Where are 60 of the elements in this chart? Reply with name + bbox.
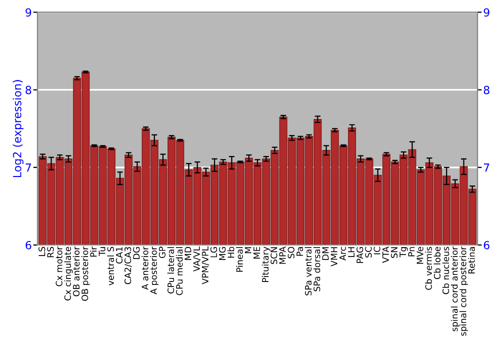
x-tick-label: SC xyxy=(365,246,372,258)
x-tick-label: LG xyxy=(210,247,218,258)
x-tick-label: Cb lobe xyxy=(434,246,441,280)
x-tick-label: VTA xyxy=(382,246,389,263)
x-tick-label: CA2/CA3 xyxy=(124,247,132,284)
x-tick-label: A posterior xyxy=(150,246,159,294)
x-tick-label: CA1 xyxy=(116,247,123,264)
x-tick-label: RS xyxy=(47,246,54,258)
x-tick-label: ventral S xyxy=(107,246,114,286)
x-tick-label: Cx motor xyxy=(56,246,62,286)
x-tick-label: Cb vermis xyxy=(425,246,432,290)
x-tick-label: ME xyxy=(254,246,260,259)
x-tick-label: VMH xyxy=(330,247,338,266)
x-tick-label: Tg xyxy=(400,247,408,258)
x-tick-label: Hb xyxy=(227,246,234,258)
x-tick-label: Pir xyxy=(90,246,97,257)
y2-tick-label: 8 xyxy=(484,86,490,94)
y-tick-label: 8 xyxy=(26,86,32,94)
y2-tick-label: 9 xyxy=(484,8,490,17)
x-tick-label: Tu xyxy=(98,247,106,256)
x-tick-label: Pineal xyxy=(236,247,243,272)
x-tick-label: Pn xyxy=(408,247,415,256)
x-tick-label: Arc xyxy=(339,246,346,261)
x-tick-label: VA/VL xyxy=(193,246,201,272)
x-tick-label: VPM/VPL xyxy=(202,246,210,284)
x-tick-label: OB posterior xyxy=(81,246,90,301)
x-tick-label: Retina xyxy=(468,247,475,274)
x-tick-label: DG xyxy=(133,247,140,260)
x-tick-label: A anterior xyxy=(142,246,148,290)
x-tick-label: CPu medial xyxy=(176,247,183,296)
x-tick-label: Cb nucleus xyxy=(442,246,450,294)
x-tick-label: LS xyxy=(38,246,46,256)
x-tick-label: MVe xyxy=(416,246,424,264)
y-axis-title: Log2 (expression) xyxy=(12,80,24,178)
x-tick-label: MG xyxy=(219,247,226,260)
x-tick-label: PAG xyxy=(356,247,364,263)
x-tick-label: CPu lateral xyxy=(167,247,174,294)
x-tick-label: MPA xyxy=(279,246,286,264)
x-tick-label: Pa xyxy=(296,247,304,256)
x-tick-label: SPa dorsal xyxy=(313,247,320,292)
x-tick-label: DM xyxy=(322,247,329,260)
x-tick-label: MD xyxy=(184,246,192,260)
x-tick-label: SO xyxy=(288,246,294,258)
y2-tick-label: 7 xyxy=(484,164,490,172)
x-tick-label: SPa ventral xyxy=(304,247,312,296)
y-tick-label: 6 xyxy=(26,240,32,250)
y2-tick-label: 6 xyxy=(484,240,490,250)
x-tick-label: SCN xyxy=(270,247,278,264)
x-tick-label: GP xyxy=(158,246,166,258)
x-tick-label: spinal cord posterior xyxy=(460,246,468,336)
x-tick-label: OB anterior xyxy=(72,246,80,296)
x-tick-label: LH xyxy=(348,247,354,257)
x-tick-label: IC xyxy=(374,246,380,254)
x-tick-label: SN xyxy=(390,247,398,258)
y-tick-label: 9 xyxy=(26,8,32,17)
x-tick-label: M xyxy=(244,247,252,254)
x-tick-label: Cx cingulate xyxy=(64,246,73,300)
y-tick-label: 7 xyxy=(26,164,31,172)
x-tick-label: Pituitary xyxy=(262,246,270,282)
x-tick-label: spinal cord anterior xyxy=(450,246,460,332)
